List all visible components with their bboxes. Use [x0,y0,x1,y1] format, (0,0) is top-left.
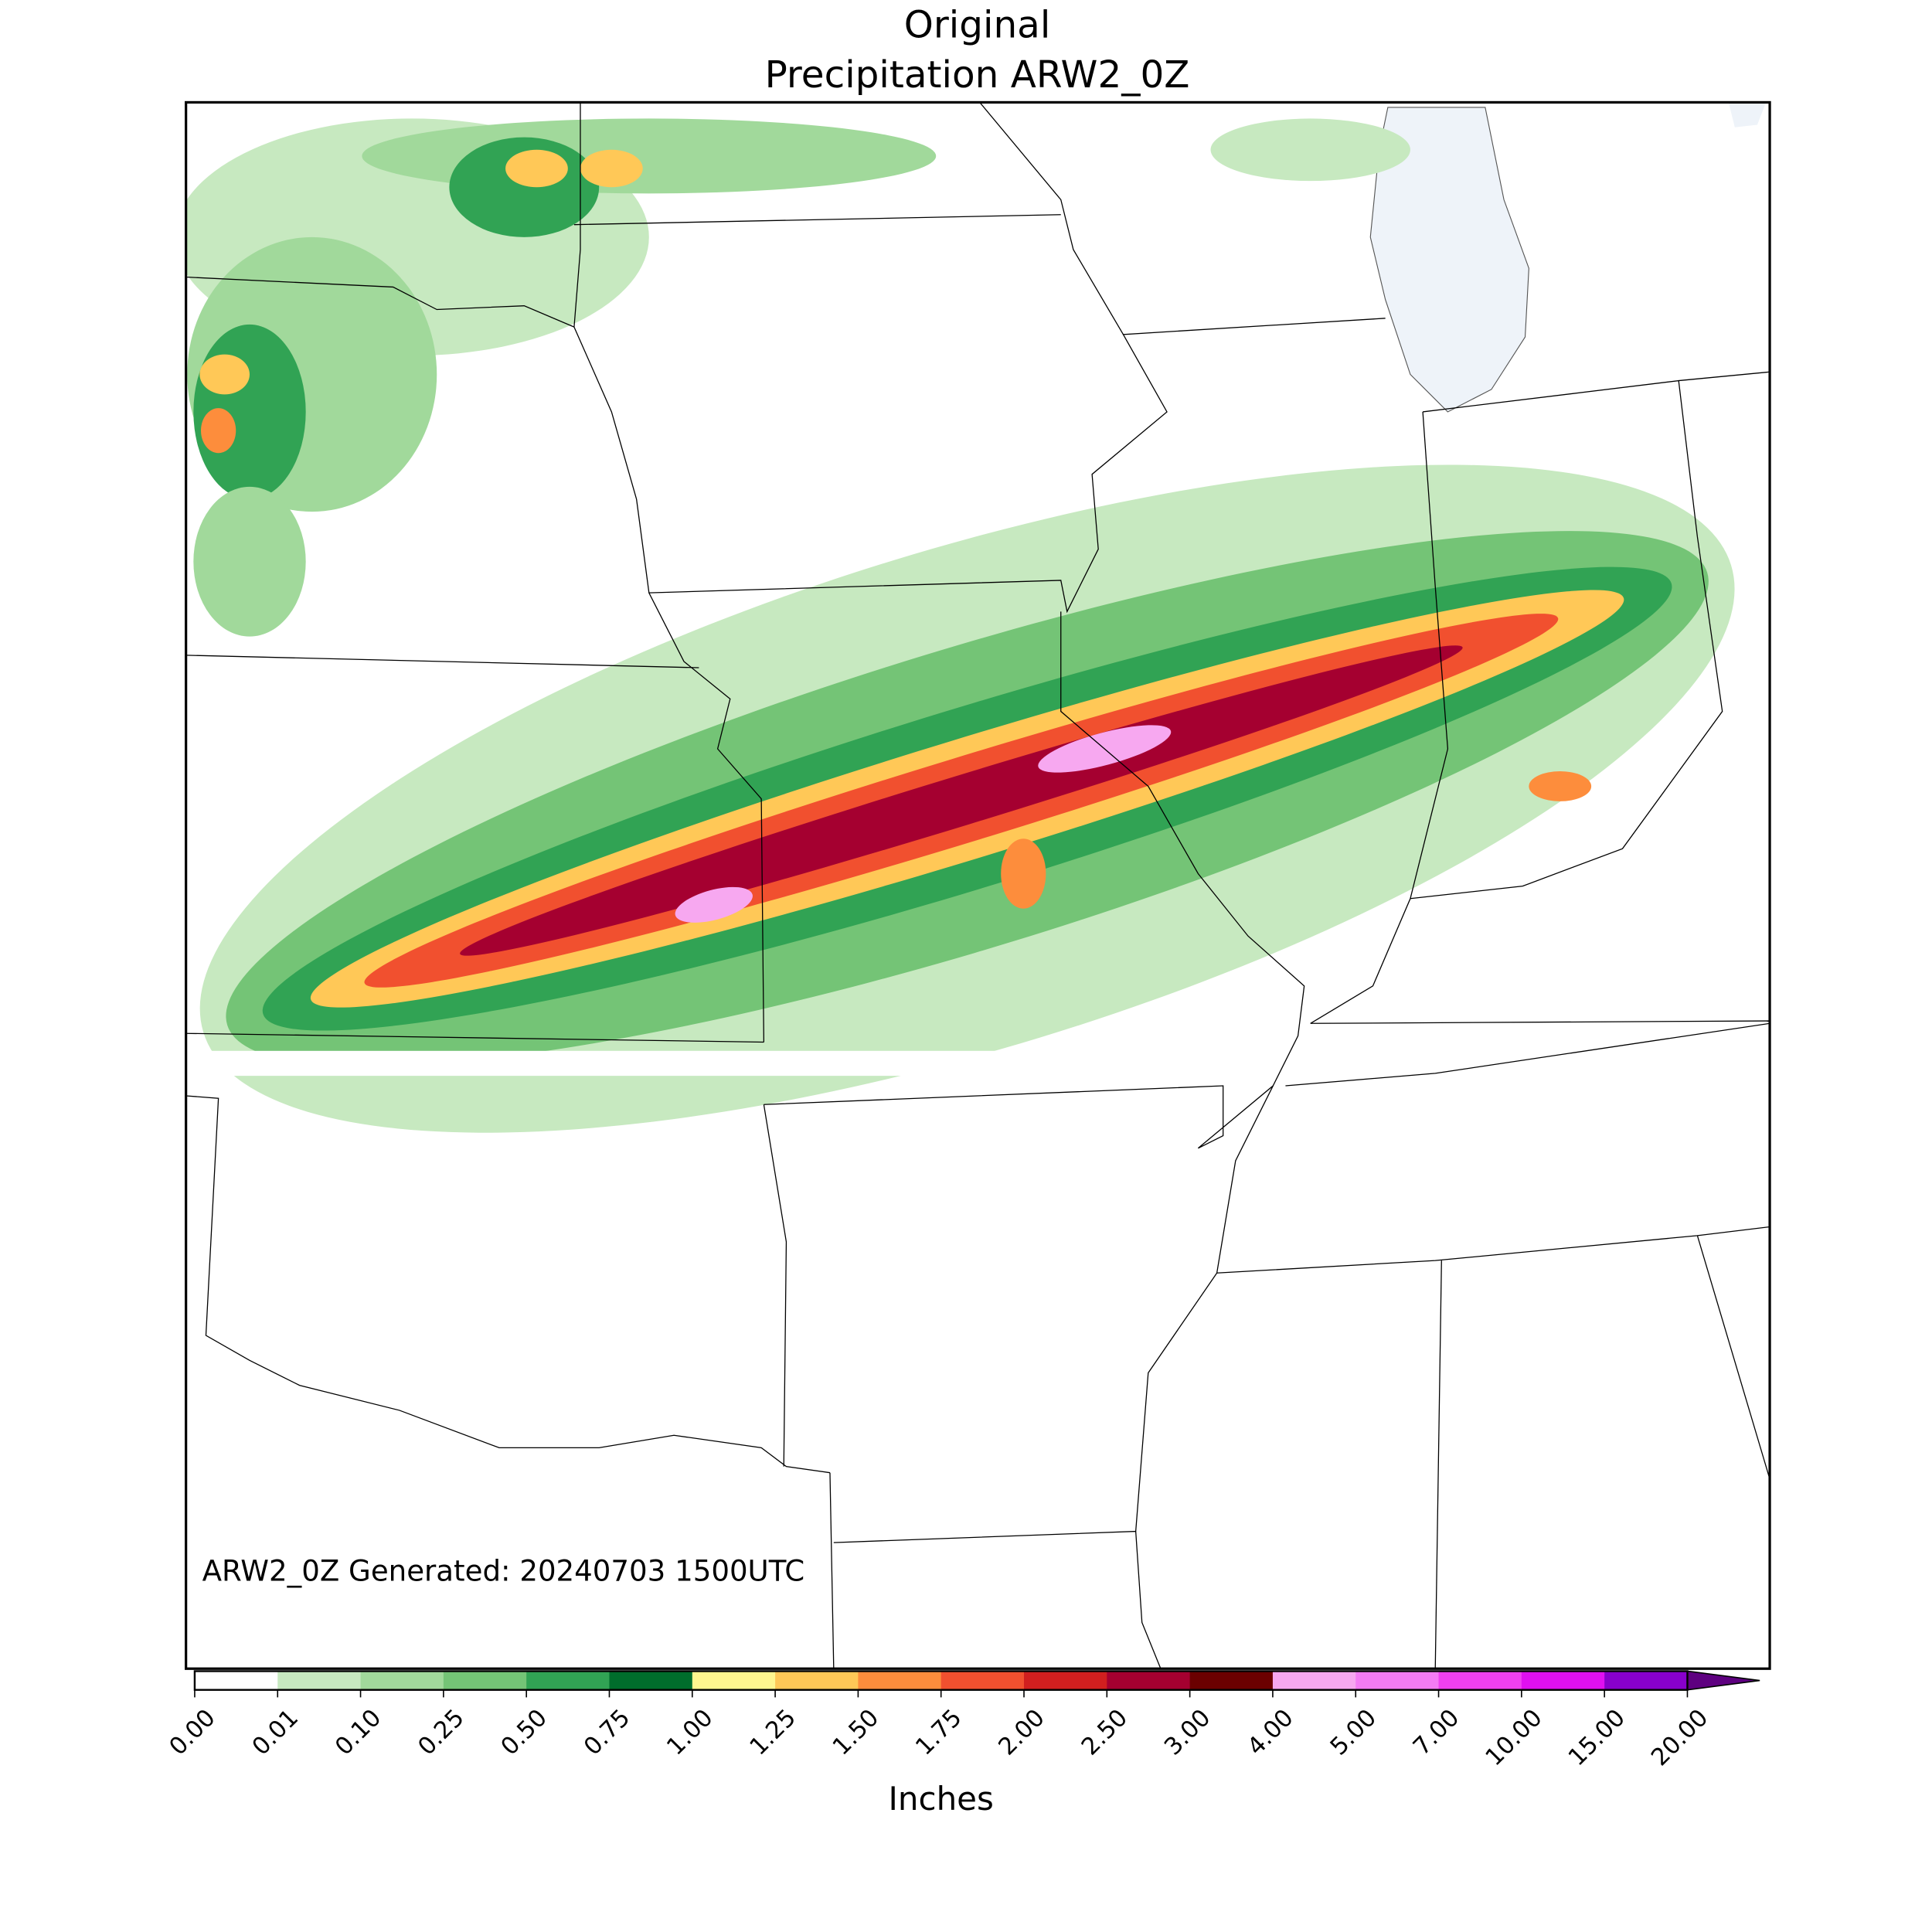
lake [1728,102,1767,128]
precip-area [1001,838,1046,909]
colorbar-tick-label: 10.00 [1481,1704,1548,1771]
colorbar-tick-label: 1.25 [745,1704,801,1760]
colorbar-segment [692,1671,776,1690]
precip-area [199,354,250,395]
map [185,100,1771,1670]
colorbar-segment [526,1671,611,1690]
colorbar-tick-label: 0.25 [413,1704,470,1760]
precip-area [505,149,568,188]
colorbar-segment [194,1671,279,1690]
colorbar-tick-label: 5.00 [1325,1704,1382,1760]
annotation: ARW2_0Z Generated: 20240703 1500UTC [202,1554,805,1587]
precip-field [185,118,1770,1133]
colorbar-tick-label: 7.00 [1408,1704,1464,1760]
state-borders [185,102,1770,1669]
colorbar-tick-label: 15.00 [1563,1704,1631,1771]
colorbar-segment [443,1671,527,1690]
colorbar-segment [858,1671,942,1690]
precip-area [362,118,937,194]
colorbar-segment [1604,1671,1689,1690]
colorbar-segment [1438,1671,1522,1690]
precip-area [1210,118,1410,182]
colorbar-tick-label: 0.00 [165,1704,221,1760]
colorbar-label: Inches [889,1780,994,1818]
colorbar-segment [1355,1671,1440,1690]
colorbar-segment [277,1671,362,1690]
colorbar-tick-label: 0.50 [496,1704,553,1760]
map-frame [185,100,1771,1670]
colorbar-segment [940,1671,1025,1690]
title: Precipitation ARW2_0Z [765,53,1190,97]
colorbar-tick-label: 0.75 [579,1704,635,1760]
colorbar-tick-label: 20.00 [1646,1704,1713,1771]
precip-area [201,408,236,454]
precip-area [675,886,753,923]
colorbar-tick-label: 1.50 [828,1704,884,1760]
lake [1369,107,1529,413]
colorbar-tick-label: 3.00 [1159,1704,1216,1760]
colorbar-segment [1189,1671,1274,1690]
colorbar-tick-label: 0.10 [330,1704,386,1760]
colorbar-segment [1521,1671,1605,1690]
colorbar-tick-label: 2.00 [994,1704,1050,1760]
colorbar-tick-label: 0.01 [247,1704,304,1760]
colorbar-segment [775,1671,859,1690]
precip-area [1529,771,1592,801]
colorbar: 0.00 0.01 0.10 0.25 0.50 0.75 1.00 1.25 1.50 1.75… [165,1670,1760,1771]
field-edge [185,1050,1770,1077]
precip-area [460,645,1463,956]
colorbar-tick-label: 1.00 [662,1704,719,1760]
title: Original [904,4,1051,47]
colorbar-tick-label: 2.50 [1077,1704,1133,1760]
precip-area [580,149,643,188]
colorbar-segment [1024,1671,1108,1690]
precip-area [193,486,306,637]
colorbar-segment [360,1671,444,1690]
colorbar-segment [609,1671,693,1690]
colorbar-extend [1686,1670,1760,1691]
colorbar-segment [1107,1671,1191,1690]
colorbar-tick-label: 1.75 [911,1704,968,1760]
colorbar-segment [1272,1671,1357,1690]
colorbar-tick-label: 4.00 [1243,1704,1299,1760]
